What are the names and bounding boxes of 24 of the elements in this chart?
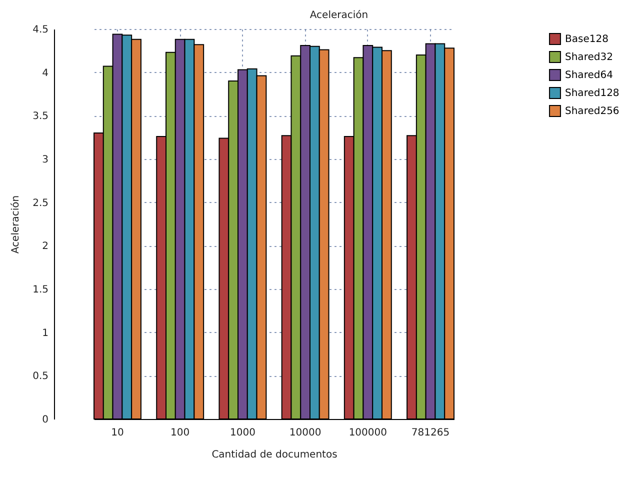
y-tick-label: 1 [42, 328, 48, 339]
x-tick-label: 100000 [348, 428, 388, 438]
x-tick-label: 781265 [411, 428, 450, 438]
legend-label: Shared256 [565, 106, 620, 117]
x-tick-label: 1000 [230, 428, 256, 438]
y-tick-label: 4 [42, 68, 48, 79]
y-tick-label: 0 [42, 414, 48, 426]
y-tick-label: 3.5 [32, 111, 48, 122]
y-tick-label: 4.5 [32, 24, 48, 36]
y-tick-label: 3 [42, 154, 48, 166]
x-axis-title: Cantidad de documentos [212, 450, 338, 460]
x-tick-label: 10 [111, 428, 124, 438]
y-tick-label: 1.5 [32, 284, 48, 296]
y-tick-label: 0.5 [32, 371, 48, 382]
chart-title: Aceleración [310, 10, 368, 21]
legend-label: Shared128 [565, 88, 620, 99]
x-tick-label: 100 [170, 428, 190, 438]
y-axis-title: Aceleración [10, 195, 22, 254]
x-tick-label: 10000 [289, 428, 322, 438]
legend-label: Shared32 [565, 52, 613, 63]
legend-label: Shared64 [565, 70, 613, 81]
y-tick-label: 2.5 [32, 198, 48, 209]
y-tick-label: 2 [42, 241, 48, 252]
legend-label: Base128 [565, 34, 608, 45]
